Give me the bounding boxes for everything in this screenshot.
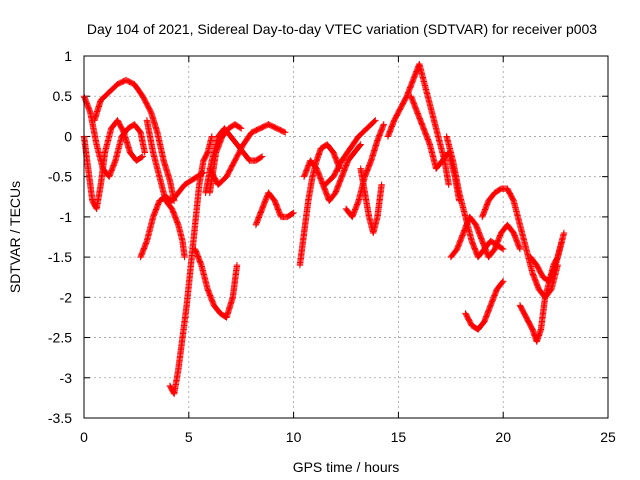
data-point [139,153,146,160]
data-point [141,149,148,156]
chart-title: Day 104 of 2021, Sidereal Day-to-day VTE… [87,21,597,37]
series-arc-1 [80,93,148,180]
y-tick-label: -1 [60,209,73,225]
data-point [181,253,188,261]
series-arc-10 [206,121,245,196]
axis-ticks: 0 5 10 15 20 25 1 0.5 0 -0.5 -1 -1.5 -2 -2.5 -3 -3.5 [48,48,616,445]
x-tick-label: 5 [185,429,193,445]
series-arc-16 [357,165,385,237]
x-tick-label: 20 [495,429,511,445]
series-arc-4 [137,169,207,261]
series-arc-12 [296,141,343,269]
data-point [138,154,145,161]
data-point [445,181,452,188]
data-point [236,124,244,131]
data-point [372,117,379,124]
series-arc-20 [447,213,524,261]
y-tick-label: 1 [64,48,72,64]
series-arc-8 [191,245,241,321]
series-arc-6 [166,133,216,398]
data-point [499,279,506,286]
x-axis-label: GPS time / hours [293,459,400,475]
y-tick-label: -1.5 [48,249,72,265]
data-point [208,133,216,140]
y-tick-label: -2 [60,289,73,305]
data-point [290,209,297,217]
data-point [500,278,507,285]
y-tick-label: -0.5 [48,169,72,185]
data-point [378,181,385,188]
data-point [357,141,364,148]
x-tick-label: 10 [286,429,302,445]
x-tick-label: 25 [600,429,616,445]
x-tick-label: 0 [80,429,88,445]
grid-lines [84,56,608,418]
y-tick-label: -3 [60,370,73,386]
data-points [80,60,568,398]
data-point [289,210,296,217]
data-point [280,128,288,136]
data-point [498,245,506,252]
data-point [257,154,265,161]
data-point [516,245,524,253]
y-tick-label: 0 [64,128,72,144]
data-point [500,245,507,253]
y-tick-label: -3.5 [48,410,72,426]
data-point [356,142,364,149]
series-arc-17 [384,60,452,188]
series-arc-14 [321,117,379,188]
series-arc-5 [143,117,188,261]
data-point [258,153,266,160]
y-tick-label: 0.5 [53,88,73,104]
series-arc-13 [300,141,364,204]
series-arc-11 [252,189,297,229]
plot-frame [83,55,609,419]
data-point [233,261,241,269]
series-arc-21 [462,278,507,333]
data-point [238,125,245,132]
data-point [380,121,387,128]
data-point [560,229,568,237]
series-arc-24 [527,229,568,285]
y-tick-label: -2.5 [48,330,72,346]
y-axis-label: SDTVAR / TECUs [7,181,23,293]
x-tick-label: 15 [391,429,407,445]
series-arc-19 [443,133,507,261]
series-arc-18 [407,93,463,204]
data-point [371,118,378,125]
data-point [282,129,289,136]
